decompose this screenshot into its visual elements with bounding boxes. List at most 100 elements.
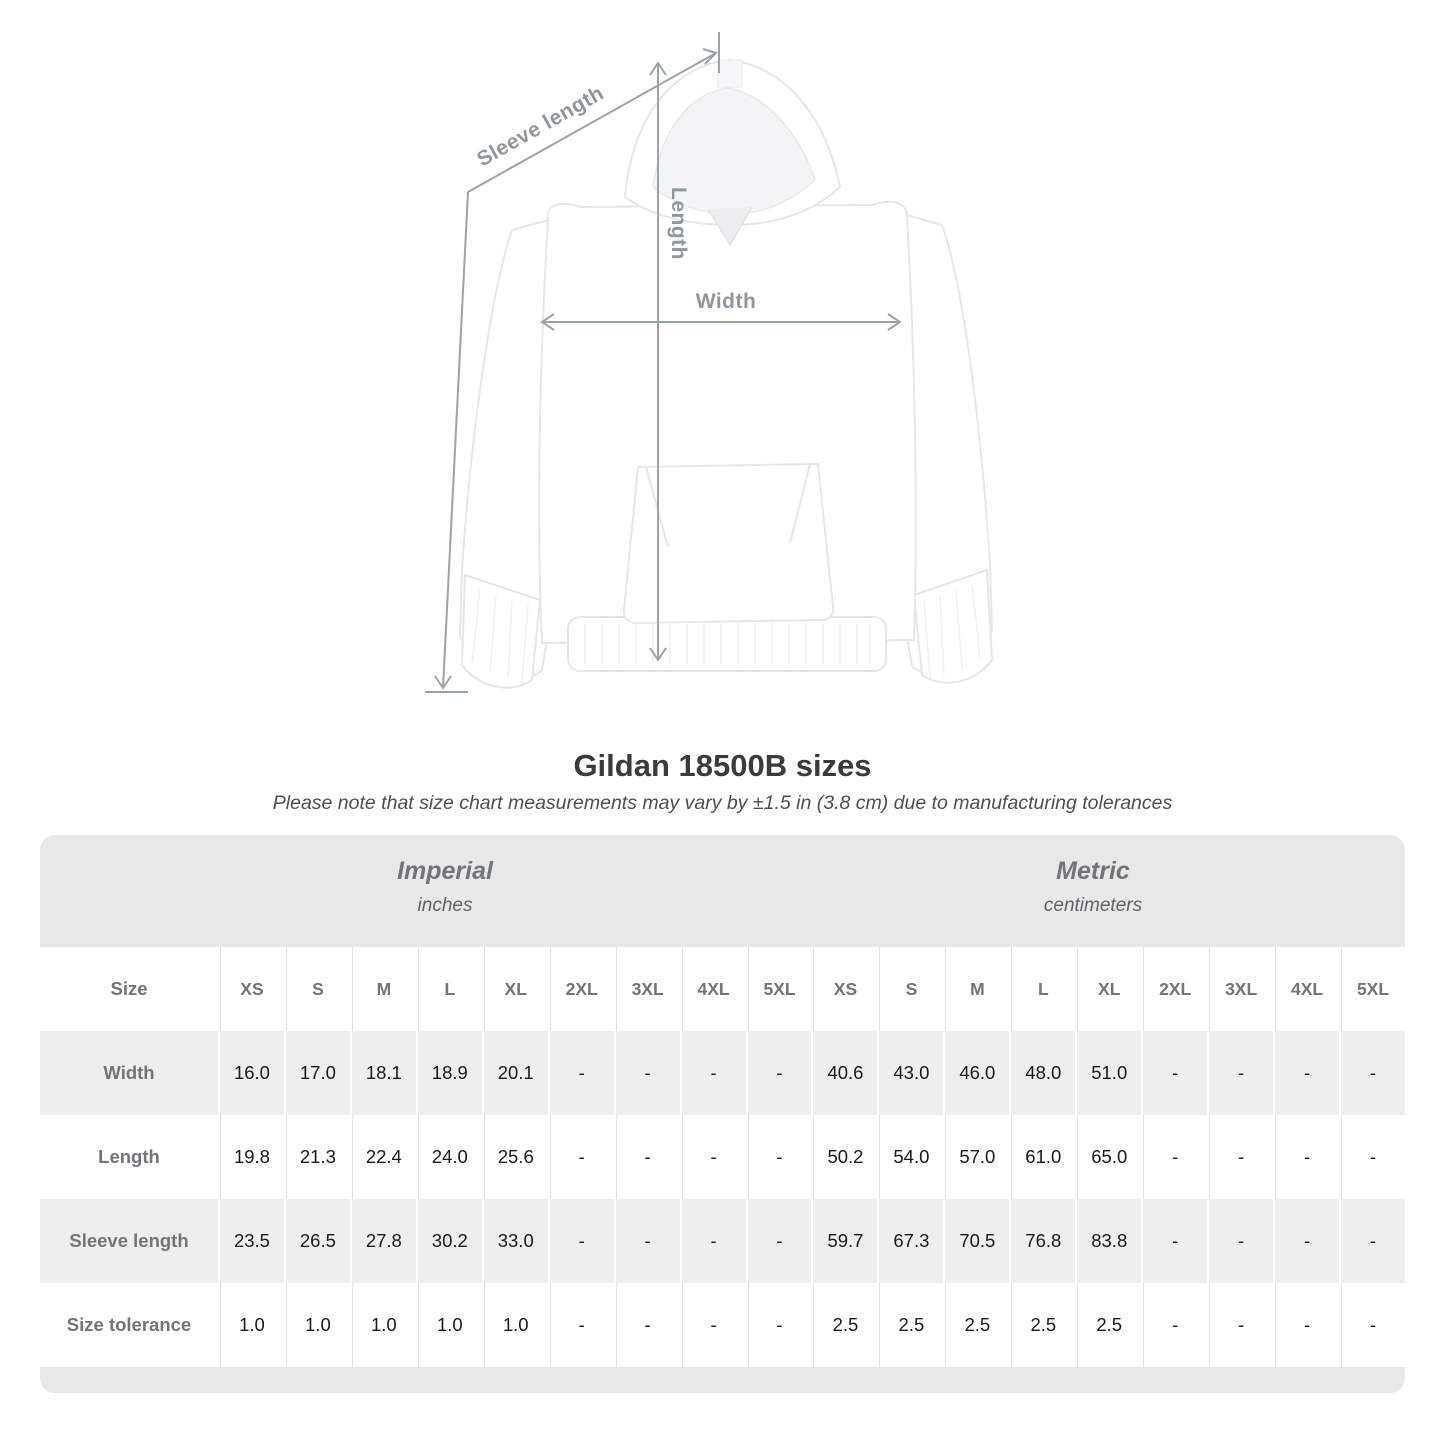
value-cell: 65.0 (1075, 1115, 1142, 1199)
value-cell: 1.0 (218, 1283, 284, 1367)
size-grid: Size XS S M L XL 2XL 3XL 4XL 5XL XS S M L XL 2XL 3XL 4XL 5… (40, 947, 1405, 1367)
width-arrow-label: Width (696, 290, 757, 313)
value-cell: 2.5 (943, 1283, 1010, 1367)
value-cell: - (1207, 1283, 1274, 1367)
value-cell: - (1273, 1031, 1340, 1115)
size-col-header: 3XL (613, 947, 680, 1031)
metric-unit-header: Metric centimeters (1044, 857, 1142, 917)
sleeve-length-arrow (425, 32, 720, 693)
value-cell: 48.0 (1009, 1031, 1076, 1115)
value-cell: 18.1 (349, 1031, 416, 1115)
value-cell: 50.2 (811, 1115, 878, 1199)
sleeve-length-arrow-label: Sleeve length (473, 81, 608, 171)
value-cell: - (1141, 1031, 1208, 1115)
value-cell: 24.0 (415, 1115, 482, 1199)
value-cell: 20.1 (481, 1031, 548, 1115)
value-cell: - (745, 1115, 812, 1199)
size-chart-table: Imperial inches Metric centimeters Size X… (40, 835, 1405, 1393)
page-title: Gildan 18500B sizes (573, 748, 872, 783)
size-col-header: 2XL (547, 947, 614, 1031)
value-cell: 16.0 (218, 1031, 284, 1115)
value-cell: 23.5 (218, 1199, 284, 1283)
value-cell: 2.5 (1009, 1283, 1076, 1367)
value-cell: 40.6 (811, 1031, 878, 1115)
value-cell: - (1207, 1115, 1274, 1199)
value-cell: 19.8 (218, 1115, 284, 1199)
size-col-header: 3XL (1207, 947, 1274, 1031)
value-cell: - (547, 1115, 614, 1199)
value-cell: 2.5 (1075, 1283, 1142, 1367)
value-cell: 2.5 (877, 1283, 944, 1367)
value-cell: - (745, 1199, 812, 1283)
value-cell: 57.0 (943, 1115, 1010, 1199)
size-col-header: M (349, 947, 416, 1031)
value-cell: - (1141, 1115, 1208, 1199)
size-col-header: XS (218, 947, 284, 1031)
value-cell: 1.0 (349, 1283, 416, 1367)
value-cell: - (1141, 1199, 1208, 1283)
value-cell: - (547, 1283, 614, 1367)
size-col-header: L (415, 947, 482, 1031)
metric-unit-label: centimeters (1043, 895, 1143, 916)
value-cell: - (679, 1283, 746, 1367)
value-cell: 61.0 (1009, 1115, 1076, 1199)
value-cell: - (679, 1115, 746, 1199)
hoodie-illustration: Width Length Sleeve length (425, 32, 994, 693)
value-cell: - (613, 1283, 680, 1367)
value-cell: 27.8 (349, 1199, 416, 1283)
row-label: Width (40, 1031, 218, 1115)
imperial-unit-label: inches (417, 895, 473, 916)
value-cell: 54.0 (877, 1115, 944, 1199)
value-cell: - (1207, 1031, 1274, 1115)
size-row-label: Size (40, 947, 218, 1031)
value-cell: - (1141, 1283, 1208, 1367)
value-cell: - (613, 1031, 680, 1115)
row-label: Size tolerance (40, 1283, 218, 1367)
value-cell: - (547, 1031, 614, 1115)
size-col-header: 4XL (1273, 947, 1340, 1031)
value-cell: 21.3 (283, 1115, 350, 1199)
value-cell: - (1273, 1115, 1340, 1199)
value-cell: - (679, 1199, 746, 1283)
value-cell: 33.0 (481, 1199, 548, 1283)
size-col-header: 4XL (679, 947, 746, 1031)
value-cell: - (745, 1031, 812, 1115)
unit-header-band: Imperial inches Metric centimeters (40, 835, 1405, 947)
hoodie-diagram: Width Length Sleeve length (420, 15, 1032, 720)
imperial-unit-header: Imperial inches (397, 857, 493, 917)
value-cell: - (679, 1031, 746, 1115)
value-cell: 51.0 (1075, 1031, 1142, 1115)
measure-arrows (425, 32, 902, 693)
table-footer-band (40, 1367, 1405, 1393)
value-cell: 83.8 (1075, 1199, 1142, 1283)
value-cell: - (1273, 1199, 1340, 1283)
value-cell: 46.0 (943, 1031, 1010, 1115)
value-cell: - (745, 1283, 812, 1367)
value-cell: 18.9 (415, 1031, 482, 1115)
size-col-header: 5XL (745, 947, 812, 1031)
value-cell: - (547, 1199, 614, 1283)
size-col-header: XS (811, 947, 878, 1031)
value-cell: - (613, 1199, 680, 1283)
value-cell: 70.5 (943, 1199, 1010, 1283)
width-arrow (540, 313, 902, 331)
value-cell: 1.0 (481, 1283, 548, 1367)
size-col-header: XL (481, 947, 548, 1031)
value-cell: 30.2 (415, 1199, 482, 1283)
length-arrow (649, 61, 667, 662)
metric-label: Metric (1056, 857, 1130, 885)
value-cell: - (1339, 1115, 1405, 1199)
length-arrow-label: Length (667, 187, 690, 260)
size-col-header: 2XL (1141, 947, 1208, 1031)
size-col-header: L (1009, 947, 1076, 1031)
value-cell: 1.0 (283, 1283, 350, 1367)
value-cell: - (1273, 1283, 1340, 1367)
value-cell: 22.4 (349, 1115, 416, 1199)
value-cell: 67.3 (877, 1199, 944, 1283)
value-cell: 25.6 (481, 1115, 548, 1199)
value-cell: - (613, 1115, 680, 1199)
value-cell: 59.7 (811, 1199, 878, 1283)
value-cell: 76.8 (1009, 1199, 1076, 1283)
value-cell: - (1339, 1031, 1405, 1115)
page-subtitle: Please note that size chart measurements… (272, 792, 1173, 814)
